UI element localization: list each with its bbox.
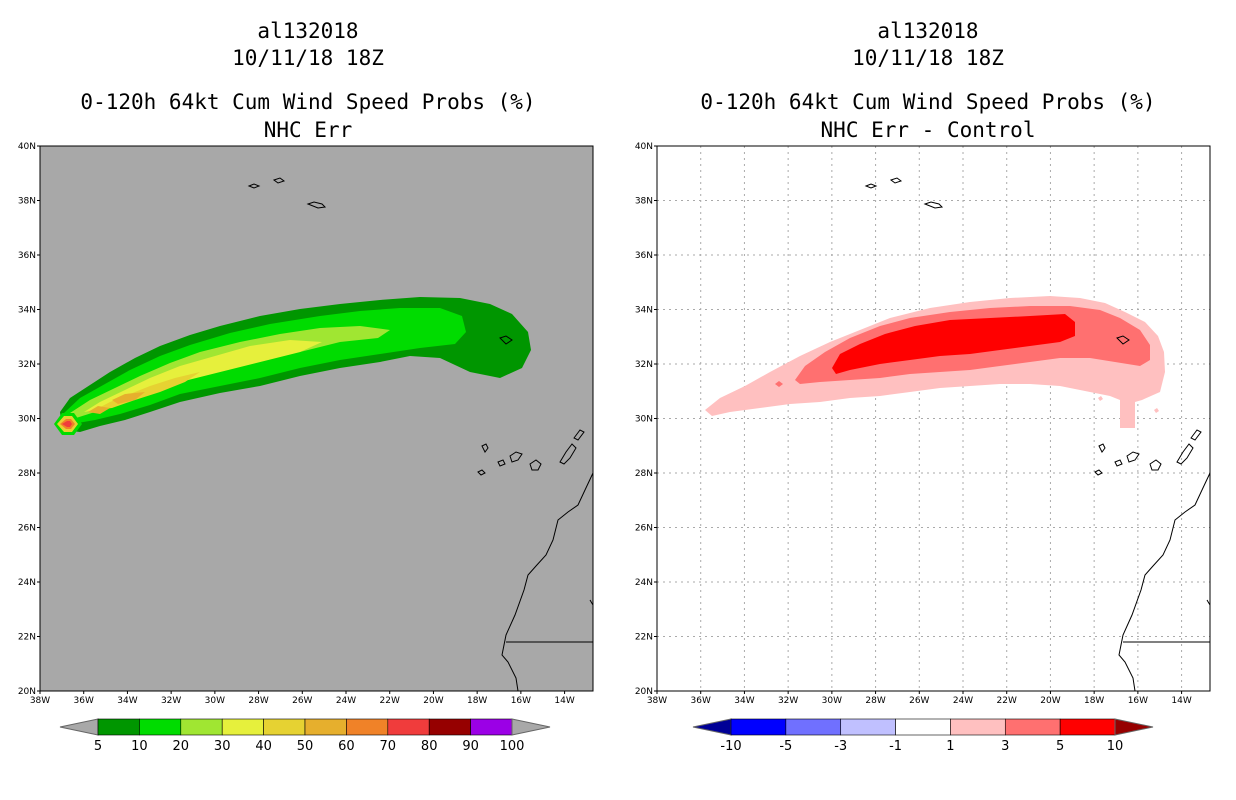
- lon-tick-label: 30W: [205, 696, 225, 706]
- lon-tick-label: 22W: [997, 696, 1017, 706]
- lon-tick-label: 24W: [336, 696, 356, 706]
- lat-tick-label: 20N: [635, 687, 653, 697]
- lon-tick-label: 32W: [778, 696, 798, 706]
- lon-tick-label: 38W: [30, 696, 50, 706]
- lon-tick-label: 28W: [865, 696, 885, 706]
- lon-tick-label: 18W: [1084, 696, 1104, 706]
- lat-tick-label: 24N: [18, 578, 36, 588]
- lon-tick-label: 22W: [380, 696, 400, 706]
- panel2-product-title: 0-120h 64kt Cum Wind Speed Probs (%): [700, 90, 1156, 114]
- panel2-subtitle: NHC Err - Control: [820, 118, 1036, 142]
- lon-tick-label: 16W: [1128, 696, 1148, 706]
- lon-tick-label: 26W: [292, 696, 312, 706]
- axis-ticks: 20N 22N 24N 26N 28N 30N 32N 34N 36N 38N 40N 38W 36W 3…: [635, 142, 1192, 706]
- lon-tick-label: 30W: [822, 696, 842, 706]
- lon-tick-label: 34W: [117, 696, 137, 706]
- lon-tick-label: 14W: [1171, 696, 1191, 706]
- lat-tick-label: 32N: [635, 360, 653, 370]
- lon-tick-label: 14W: [554, 696, 574, 706]
- lon-tick-label: 34W: [734, 696, 754, 706]
- panel2-datetime: 10/11/18 18Z: [852, 46, 1004, 70]
- lat-tick-label: 30N: [635, 415, 653, 425]
- lat-tick-label: 36N: [18, 251, 36, 261]
- lon-tick-label: 36W: [691, 696, 711, 706]
- panel1-subtitle: NHC Err: [263, 118, 353, 142]
- lat-tick-label: 22N: [18, 633, 36, 643]
- lat-tick-label: 36N: [635, 251, 653, 261]
- lat-tick-label: 30N: [18, 415, 36, 425]
- panel1-product-title: 0-120h 64kt Cum Wind Speed Probs (%): [80, 90, 536, 114]
- lat-tick-label: 32N: [18, 360, 36, 370]
- map-background: [40, 146, 593, 691]
- lat-tick-label: 38N: [18, 197, 36, 207]
- lon-tick-label: 24W: [953, 696, 973, 706]
- lon-tick-label: 16W: [511, 696, 531, 706]
- lat-tick-label: 20N: [18, 687, 36, 697]
- lon-tick-label: 36W: [74, 696, 94, 706]
- lon-tick-label: 32W: [161, 696, 181, 706]
- coastlines: [864, 177, 1211, 692]
- axis-ticks: 20N 22N 24N 26N 28N 30N 32N 34N 36N 38N 40N 38W 36W 3…: [18, 142, 575, 706]
- lat-tick-label: 40N: [18, 142, 36, 152]
- lon-tick-label: 18W: [467, 696, 487, 706]
- lat-tick-label: 40N: [635, 142, 653, 152]
- lat-tick-label: 34N: [635, 306, 653, 316]
- lat-tick-label: 28N: [635, 469, 653, 479]
- lat-tick-label: 34N: [18, 306, 36, 316]
- lon-tick-label: 20W: [1040, 696, 1060, 706]
- difference-swath: [705, 296, 1165, 428]
- lat-tick-label: 26N: [18, 524, 36, 534]
- lat-tick-label: 28N: [18, 469, 36, 479]
- lon-tick-label: 20W: [423, 696, 443, 706]
- lon-tick-label: 26W: [909, 696, 929, 706]
- lat-tick-label: 26N: [635, 524, 653, 534]
- lon-tick-label: 38W: [647, 696, 667, 706]
- panel1-datetime: 10/11/18 18Z: [232, 46, 384, 70]
- lat-tick-label: 24N: [635, 578, 653, 588]
- lat-tick-label: 22N: [635, 633, 653, 643]
- lat-tick-label: 38N: [635, 197, 653, 207]
- probability-swath: [54, 297, 531, 435]
- panel2-storm-id: al132018: [877, 19, 979, 43]
- lon-tick-label: 28W: [248, 696, 268, 706]
- coastlines: [247, 177, 594, 692]
- panel1-storm-id: al132018: [257, 19, 359, 43]
